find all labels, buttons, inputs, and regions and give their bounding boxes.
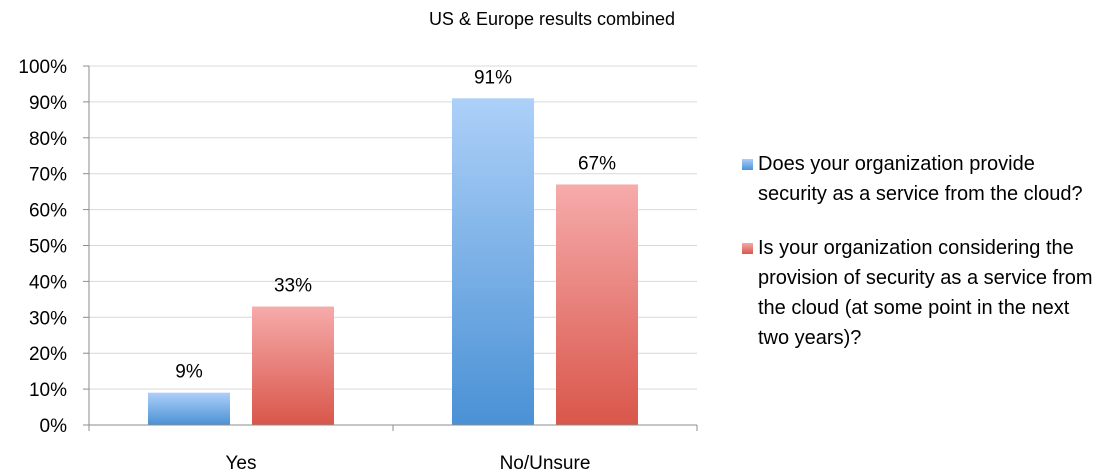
x-category-label: No/Unsure — [500, 453, 591, 474]
data-label: 33% — [274, 276, 312, 297]
data-label: 91% — [474, 67, 512, 88]
y-tick-label: 80% — [29, 129, 67, 150]
y-tick-label: 30% — [29, 308, 67, 329]
bar-blue-1 — [452, 98, 534, 425]
y-tick-label: 10% — [29, 380, 67, 401]
chart-title: US & Europe results combined — [429, 9, 675, 29]
y-tick-label: 0% — [40, 416, 68, 437]
legend-swatch-red — [742, 243, 753, 254]
legend-label-series-2: Is your organization considering the pro… — [758, 237, 1093, 349]
data-label: 67% — [578, 153, 616, 174]
y-tick-label: 40% — [29, 272, 67, 293]
y-tick-label: 100% — [18, 57, 67, 78]
legend-item-series-1: Does your organization provide security … — [742, 149, 1100, 209]
legend: Does your organization provide security … — [742, 149, 1100, 377]
y-tick-label: 70% — [29, 165, 67, 186]
y-tick-label: 50% — [29, 237, 67, 258]
legend-item-series-2: Is your organization considering the pro… — [742, 233, 1100, 353]
legend-label-series-1: Does your organization provide security … — [758, 153, 1083, 205]
y-tick-label: 60% — [29, 201, 67, 222]
bar-blue-0 — [148, 392, 230, 425]
x-category-label: Yes — [226, 453, 257, 474]
data-label: 9% — [175, 362, 203, 383]
bar-red-1 — [556, 184, 638, 425]
legend-swatch-blue — [742, 159, 753, 170]
y-tick-label: 90% — [29, 93, 67, 114]
y-tick-label: 20% — [29, 344, 67, 365]
bar-red-0 — [252, 306, 334, 425]
